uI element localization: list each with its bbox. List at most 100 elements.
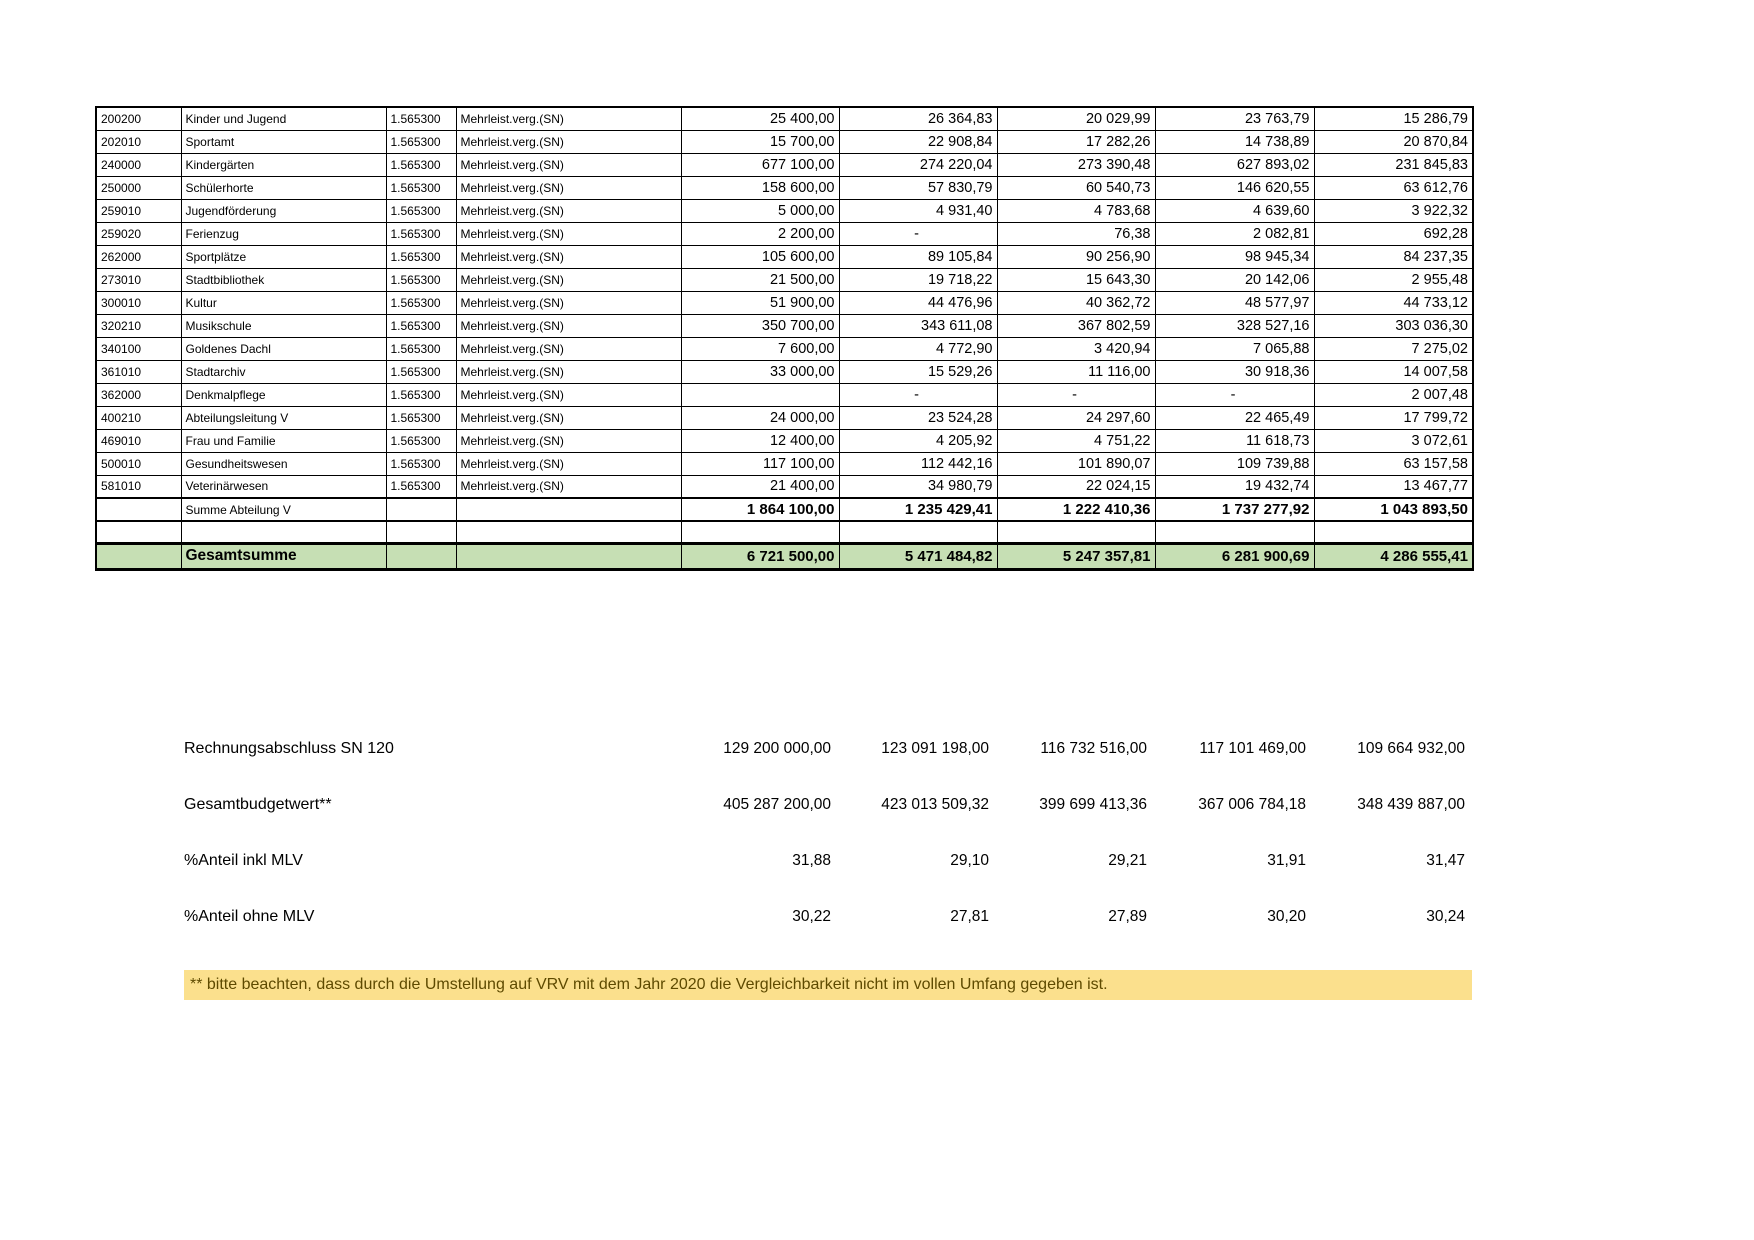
row-value-cell: 48 577,97 [1154,290,1315,315]
row-konto-cell: 1.565300 [385,152,457,177]
row-value-cell: 51 900,00 [680,290,840,315]
row-desc-cell: Mehrleist.verg.(SN) [455,175,682,200]
summary-value: 29,10 [950,852,989,869]
summary-value: 27,89 [1108,908,1147,925]
row-code-cell: 250000 [95,175,182,200]
row-value-cell: 2 007,48 [1313,382,1474,407]
row-value-cell: 109 739,88 [1154,451,1315,476]
row-code-cell: 300010 [95,290,182,315]
row-value-cell: 350 700,00 [680,313,840,338]
row-value-cell: 23 763,79 [1154,106,1315,131]
row-code-cell: 320210 [95,313,182,338]
sum-row-value: 1 864 100,00 [680,497,840,522]
row-konto-cell: 1.565300 [385,336,457,361]
row-name-cell: Kindergärten [180,152,387,177]
row-value-cell: 692,28 [1313,221,1474,246]
row-value-cell: 13 467,77 [1313,474,1474,499]
sum-row: Summe Abteilung V 1 864 100,00 1 235 429… [95,497,1474,522]
row-value-cell: 117 100,00 [680,451,840,476]
table-row: 273010 Stadtbibliothek 1.565300 Mehrleist.v… [95,267,1474,292]
row-value-cell: 112 442,16 [838,451,998,476]
row-value-cell: 146 620,55 [1154,175,1315,200]
summary-value: 30,22 [792,908,831,925]
row-value-cell: 627 893,02 [1154,152,1315,177]
row-value-cell: 19 718,22 [838,267,998,292]
row-name-cell: Abteilungsleitung V [180,405,387,430]
summary-value: 30,20 [1267,908,1306,925]
row-konto-cell: 1.565300 [385,451,457,476]
row-desc-cell: Mehrleist.verg.(SN) [455,198,682,223]
row-value-cell: 21 400,00 [680,474,840,499]
row-konto-cell: 1.565300 [385,175,457,200]
summary-value: 399 699 413,36 [1039,796,1147,813]
summary-value: 31,47 [1426,852,1465,869]
table-row: 581010 Veterinärwesen 1.565300 Mehrleist.ve… [95,474,1474,499]
row-konto-cell: 1.565300 [385,382,457,407]
row-name-cell: Ferienzug [180,221,387,246]
table-row: 240000 Kindergärten 1.565300 Mehrleist.verg… [95,152,1474,177]
row-value-cell: 25 400,00 [680,106,840,131]
note-banner: ** bitte beachten, dass durch die Umstel… [184,970,1472,1000]
row-konto-cell: 1.565300 [385,290,457,315]
row-name-cell: Kinder und Jugend [180,106,387,131]
sum-row-value: 1 222 410,36 [996,497,1156,522]
table-row: 259020 Ferienzug 1.565300 Mehrleist.verg.(S… [95,221,1474,246]
row-code-cell: 469010 [95,428,182,453]
row-value-cell: 303 036,30 [1313,313,1474,338]
sum-row-code-cell [95,497,182,522]
row-value-cell: 17 799,72 [1313,405,1474,430]
row-desc-cell: Mehrleist.verg.(SN) [455,106,682,131]
row-value-cell: 44 733,12 [1313,290,1474,315]
row-code-cell: 262000 [95,244,182,269]
summary-value: 27,81 [950,908,989,925]
row-desc-cell: Mehrleist.verg.(SN) [455,313,682,338]
row-name-cell: Kultur [180,290,387,315]
row-value-cell: 22 465,49 [1154,405,1315,430]
summary-value: 29,21 [1108,852,1147,869]
total-row-value: 5 247 357,81 [996,541,1156,571]
row-value-cell: 63 157,58 [1313,451,1474,476]
row-value-cell: 20 029,99 [996,106,1156,131]
row-value-cell: 17 282,26 [996,129,1156,154]
row-desc-cell: Mehrleist.verg.(SN) [455,336,682,361]
summary-value: 123 091 198,00 [881,740,989,757]
row-code-cell: 340100 [95,336,182,361]
row-konto-cell: 1.565300 [385,267,457,292]
row-name-cell: Stadtarchiv [180,359,387,384]
total-row-label: Gesamtsumme [180,541,387,571]
summary-value: 117 101 469,00 [1199,740,1306,757]
summary-value: 31,88 [792,852,831,869]
table-row: 202010 Sportamt 1.565300 Mehrleist.verg.(SN… [95,129,1474,154]
summary-row-gesamtbudgetwert: Gesamtbudgetwert** 405 287 200,00 423 01… [95,792,1472,818]
sum-row-label: Summe Abteilung V [180,497,387,522]
summary-value: 129 200 000,00 [723,740,831,757]
row-name-cell: Veterinärwesen [180,474,387,499]
summary-value: 405 287 200,00 [723,796,831,813]
table-row: 200200 Kinder und Jugend 1.565300 Mehrleist… [95,106,1474,131]
row-value-cell: 2 955,48 [1313,267,1474,292]
row-value-cell: - [1154,382,1315,407]
row-value-cell: 12 400,00 [680,428,840,453]
summary-value: 348 439 887,00 [1357,796,1465,813]
note-text: ** bitte beachten, dass durch die Umstel… [190,976,1108,993]
row-value-cell: 24 297,60 [996,405,1156,430]
summary-section: Rechnungsabschluss SN 120 129 200 000,00… [95,736,1472,960]
row-value-cell: 14 738,89 [1154,129,1315,154]
table-row: 500010 Gesundheitswesen 1.565300 Mehrleist.… [95,451,1474,476]
row-value-cell: 76,38 [996,221,1156,246]
sum-row-desc-cell [455,497,682,522]
row-value-cell: 7 600,00 [680,336,840,361]
row-value-cell: 4 205,92 [838,428,998,453]
row-value-cell: 14 007,58 [1313,359,1474,384]
summary-value: 31,91 [1267,852,1306,869]
grand-total-row: Gesamtsumme 6 721 500,00 5 471 484,82 5 … [95,541,1474,571]
row-value-cell: 4 931,40 [838,198,998,223]
row-konto-cell: 1.565300 [385,428,457,453]
row-value-cell: 22 024,15 [996,474,1156,499]
total-row-value: 5 471 484,82 [838,541,998,571]
row-konto-cell: 1.565300 [385,313,457,338]
row-name-cell: Jugendförderung [180,198,387,223]
row-value-cell: 11 618,73 [1154,428,1315,453]
sum-row-value: 1 235 429,41 [838,497,998,522]
row-value-cell: 40 362,72 [996,290,1156,315]
